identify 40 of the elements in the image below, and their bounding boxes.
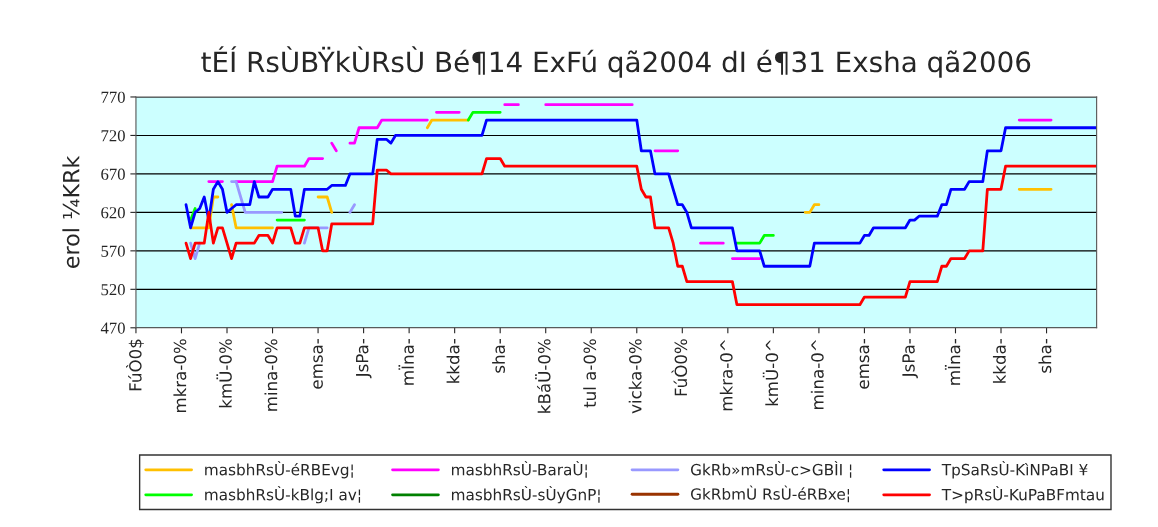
x-tick-label: kkda-: [992, 339, 1006, 383]
x-tick-label: FúÒ0$: [126, 339, 144, 391]
y-axis-title: erol ¼KRk: [62, 155, 80, 268]
x-tick-label: sha-: [1038, 339, 1052, 373]
y-tick-label: 720: [101, 130, 125, 142]
legend-label: masbhRsÙ-sÙyGnP¦: [451, 486, 600, 504]
x-tick-label: mina-0%: [264, 339, 278, 411]
legend-label: GkRb»mRsÙ-c>GBÌI ¦: [690, 461, 852, 478]
x-tick-label: mkra-0%: [173, 339, 187, 413]
x-tick-label: emsa-: [859, 339, 870, 389]
legend-label: masbhRsÙ-BaraÙ¦: [451, 461, 587, 478]
y-tick-label: 770: [101, 91, 125, 103]
chart-title: tÉÍ RsÙBŸkÙRsÙ Bé¶14 ExFú qã2004 dI é¶31 Exsha qã2006: [201, 46, 1031, 78]
x-tick-label: JsPa-: [902, 339, 918, 379]
x-tick-label: kmÜ-0%: [216, 339, 232, 408]
x-tick-label: FúÒ0%: [671, 339, 688, 396]
x-tick-label: mina-0^: [810, 339, 824, 409]
y-tick-label: 620: [101, 207, 125, 219]
x-tick-label: kBáÜ-0%: [535, 339, 551, 413]
legend-label: masbhRsÙ-kBlg;I av¦: [205, 486, 361, 504]
x-tick-label: tul a-0%: [583, 339, 597, 408]
x-tick-label: kkda-: [446, 339, 460, 383]
y-tick-label: 570: [101, 245, 125, 257]
x-tick-label: kmÜ-0^: [762, 339, 779, 406]
x-tick-label: mkra-0^: [719, 339, 733, 411]
legend-label: TpSaRsÙ-KìNPaBI ¥: [941, 461, 1088, 479]
line-series: [184, 118, 1097, 268]
y-tick-label: 470: [100, 322, 125, 334]
x-tick-label: sha-: [492, 339, 506, 373]
x-tick-label: mÏna-: [398, 339, 414, 385]
y-tick-label: 520: [101, 284, 125, 296]
x-tick-label: mÏna-: [944, 339, 961, 385]
legend-label: GkRbmÙ RsÙ-éRBxe¦: [690, 485, 849, 503]
line-series: [184, 157, 1097, 307]
x-tick-label: emsa-: [313, 339, 323, 389]
x-tick-label: JsPa-: [356, 339, 372, 379]
legend-label: T>pRsÙ-KuPaBFmtau: [941, 486, 1104, 504]
y-tick-label: 670: [101, 168, 125, 180]
x-tick-label: vicka-0%: [628, 339, 642, 414]
legend-label: masbhRsÙ-éRBEvg¦: [205, 461, 353, 479]
